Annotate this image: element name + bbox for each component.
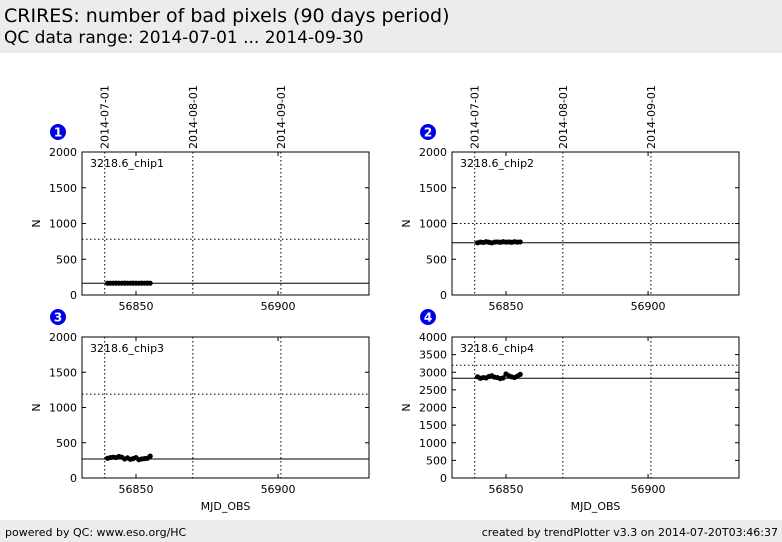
panel-1-number-label: 1 [54, 126, 62, 140]
panel-2-number-label: 2 [424, 126, 432, 140]
panel-2-xtick-label: 56850 [488, 300, 523, 313]
panel-1-ytick-label: 1000 [49, 218, 77, 231]
panel-4-xtick-label: 56850 [488, 483, 523, 496]
panel-3-data-point [147, 453, 153, 459]
panel-1-series-label: 3218.6_chip1 [90, 157, 164, 170]
panel-3-xtick-label: 56900 [261, 483, 296, 496]
panel-4-number-label: 4 [424, 311, 432, 325]
panel-2-frame [451, 151, 740, 296]
panel-4-xtick-label: 56900 [631, 483, 666, 496]
panel-2-ylabel: N [400, 219, 413, 227]
panel-2-data-point [517, 239, 523, 245]
panel-1-ylabel: N [30, 219, 43, 227]
panel-4-ytick-label: 1500 [419, 419, 447, 432]
panel-4-ytick-label: 1000 [419, 437, 447, 450]
panel-2-date-label: 2014-07-01 [469, 85, 482, 149]
panel-1-data-point [147, 280, 153, 286]
panel-1-date-label: 2014-08-01 [187, 85, 200, 149]
panel-4-ytick-label: 500 [426, 454, 447, 467]
panel-4-number-badge [420, 309, 436, 325]
panel-3-xlabel: MJD_OBS [201, 500, 251, 513]
page-title: CRIRES: number of bad pixels (90 days pe… [4, 5, 450, 27]
panel-3-ytick-label: 2000 [49, 331, 77, 344]
panel-2-series-label: 3218.6_chip2 [460, 157, 534, 170]
header-bar: CRIRES: number of bad pixels (90 days pe… [0, 0, 782, 53]
panel-2-xtick-label: 56900 [631, 300, 666, 313]
panel-3-ytick-label: 1500 [49, 366, 77, 379]
panel-1-ytick-label: 2000 [49, 146, 77, 159]
page-subtitle: QC data range: 2014-07-01 ... 2014-09-30 [4, 28, 364, 48]
panel-3-ytick-label: 0 [70, 472, 77, 485]
panel-1-ytick-label: 500 [56, 253, 77, 266]
panel-4-data-point [517, 371, 523, 377]
panel-1-number-badge [50, 124, 66, 140]
panel-3-ylabel: N [30, 403, 43, 411]
footer-bar: powered by QC: www.eso.org/HC created by… [0, 520, 782, 542]
panel-2-date-label: 2014-09-01 [645, 85, 658, 149]
panel-1-ytick-label: 0 [70, 289, 77, 302]
panel-4-ytick-label: 2000 [419, 402, 447, 415]
footer-powered-by: powered by QC: www.eso.org/HC [5, 526, 187, 539]
panel-4-data-point [500, 375, 506, 381]
panel-2-number-badge [420, 124, 436, 140]
panel-1-xtick-label: 56900 [261, 300, 296, 313]
panel-3-number-badge [50, 309, 66, 325]
panel-4-xlabel: MJD_OBS [571, 500, 621, 513]
panel-2-ytick-label: 0 [440, 289, 447, 302]
panel-1-ytick-label: 1500 [49, 182, 77, 195]
panel-3-frame [81, 336, 370, 479]
footer-created-by: created by trendPlotter v3.3 on 2014-07-… [481, 526, 778, 539]
panel-4-ytick-label: 3500 [419, 349, 447, 362]
panel-4-series-label: 3218.6_chip4 [460, 342, 534, 355]
panel-4-frame [451, 336, 740, 479]
panel-4-ytick-label: 3000 [419, 366, 447, 379]
panel-4-ytick-label: 0 [440, 472, 447, 485]
panel-1-xtick-label: 56850 [118, 300, 153, 313]
panel-2-ytick-label: 500 [426, 253, 447, 266]
panel-1-date-label: 2014-07-01 [99, 85, 112, 149]
panel-4-ylabel: N [400, 403, 413, 411]
panel-3-ytick-label: 500 [56, 437, 77, 450]
panel-3-series-label: 3218.6_chip3 [90, 342, 164, 355]
panel-3-ytick-label: 1000 [49, 402, 77, 415]
panel-2-date-label: 2014-08-01 [557, 85, 570, 149]
panel-1-frame [81, 151, 370, 296]
panel-4-ytick-label: 2500 [419, 384, 447, 397]
panel-2-ytick-label: 2000 [419, 146, 447, 159]
panel-2-ytick-label: 1000 [419, 218, 447, 231]
panel-4-ytick-label: 4000 [419, 331, 447, 344]
panel-1-date-label: 2014-09-01 [275, 85, 288, 149]
panel-3-number-label: 3 [54, 311, 62, 325]
panel-2-ytick-label: 1500 [419, 182, 447, 195]
panel-3-xtick-label: 56850 [118, 483, 153, 496]
